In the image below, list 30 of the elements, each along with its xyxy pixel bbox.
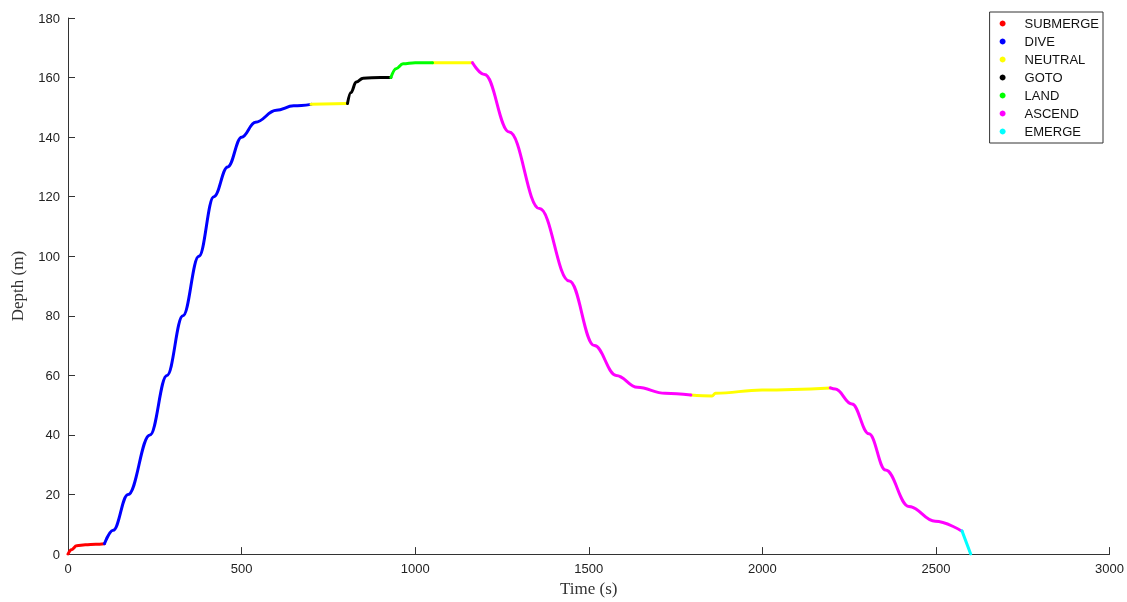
legend-label: NEUTRAL: [1024, 52, 1086, 67]
x-tick-label: 1000: [400, 561, 430, 577]
x-tick-label: 1500: [574, 561, 604, 577]
y-tick-label: 0: [52, 546, 60, 562]
y-tick-label: 180: [38, 10, 60, 26]
line-series: [102, 102, 313, 546]
y-axis-title: Depth (m): [8, 250, 27, 322]
legend-label: LAND: [1024, 88, 1060, 103]
y-tick-label: 120: [38, 189, 60, 205]
line-series: [389, 61, 435, 80]
legend-label: EMERGE: [1024, 124, 1082, 139]
y-tick-label: 40: [45, 427, 60, 443]
y-tick-label: 140: [38, 129, 60, 145]
line-series: [345, 76, 393, 105]
legend-label: ASCEND: [1024, 106, 1079, 121]
y-tick-label: 20: [45, 487, 60, 503]
legend-label: DIVE: [1024, 34, 1056, 49]
y-tick-label: 60: [45, 367, 60, 383]
line-series: [66, 542, 106, 556]
legend-label: GOTO: [1024, 70, 1063, 85]
x-tick-label: 2500: [921, 561, 951, 577]
x-tick-label: 2000: [747, 561, 777, 577]
x-axis-title: Time (s): [560, 579, 618, 598]
y-tick-label: 100: [38, 248, 60, 264]
legend-label: SUBMERGE: [1024, 16, 1100, 31]
x-tick-label: 3000: [1095, 561, 1124, 577]
x-tick-label: 500: [230, 561, 253, 577]
x-tick-label: 0: [64, 561, 72, 577]
y-tick-label: 80: [45, 308, 60, 324]
y-tick-label: 160: [38, 70, 60, 86]
